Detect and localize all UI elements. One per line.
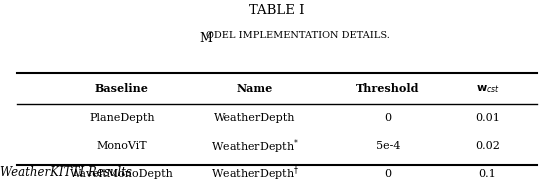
Text: $\mathbf{w}_{\mathbf{\mathit{cst}}}$: $\mathbf{w}_{\mathbf{\mathit{cst}}}$ (475, 83, 500, 94)
Text: ODEL IMPLEMENTATION DETAILS.: ODEL IMPLEMENTATION DETAILS. (206, 31, 390, 40)
Text: PlaneDepth: PlaneDepth (89, 113, 155, 123)
Text: 5e-4: 5e-4 (376, 141, 400, 151)
Text: TABLE I: TABLE I (249, 4, 305, 17)
Text: WeatherKITTI Results: WeatherKITTI Results (0, 166, 132, 179)
Text: WeatherDepth$^{*}$: WeatherDepth$^{*}$ (211, 137, 299, 156)
Text: 0.01: 0.01 (475, 113, 500, 123)
Text: 0: 0 (384, 113, 391, 123)
Text: WeatherDepth: WeatherDepth (214, 113, 296, 123)
Text: 0.02: 0.02 (475, 141, 500, 151)
Text: WeatherDepth$^{\dagger}$: WeatherDepth$^{\dagger}$ (211, 165, 299, 180)
Text: M: M (199, 31, 212, 44)
Text: Threshold: Threshold (356, 83, 419, 94)
Text: 0.1: 0.1 (479, 169, 496, 179)
Text: Baseline: Baseline (95, 83, 149, 94)
Text: Name: Name (237, 83, 273, 94)
Text: WaveltMonoDepth: WaveltMonoDepth (70, 169, 174, 179)
Text: 0: 0 (384, 169, 391, 179)
Text: MonoViT: MonoViT (96, 141, 147, 151)
